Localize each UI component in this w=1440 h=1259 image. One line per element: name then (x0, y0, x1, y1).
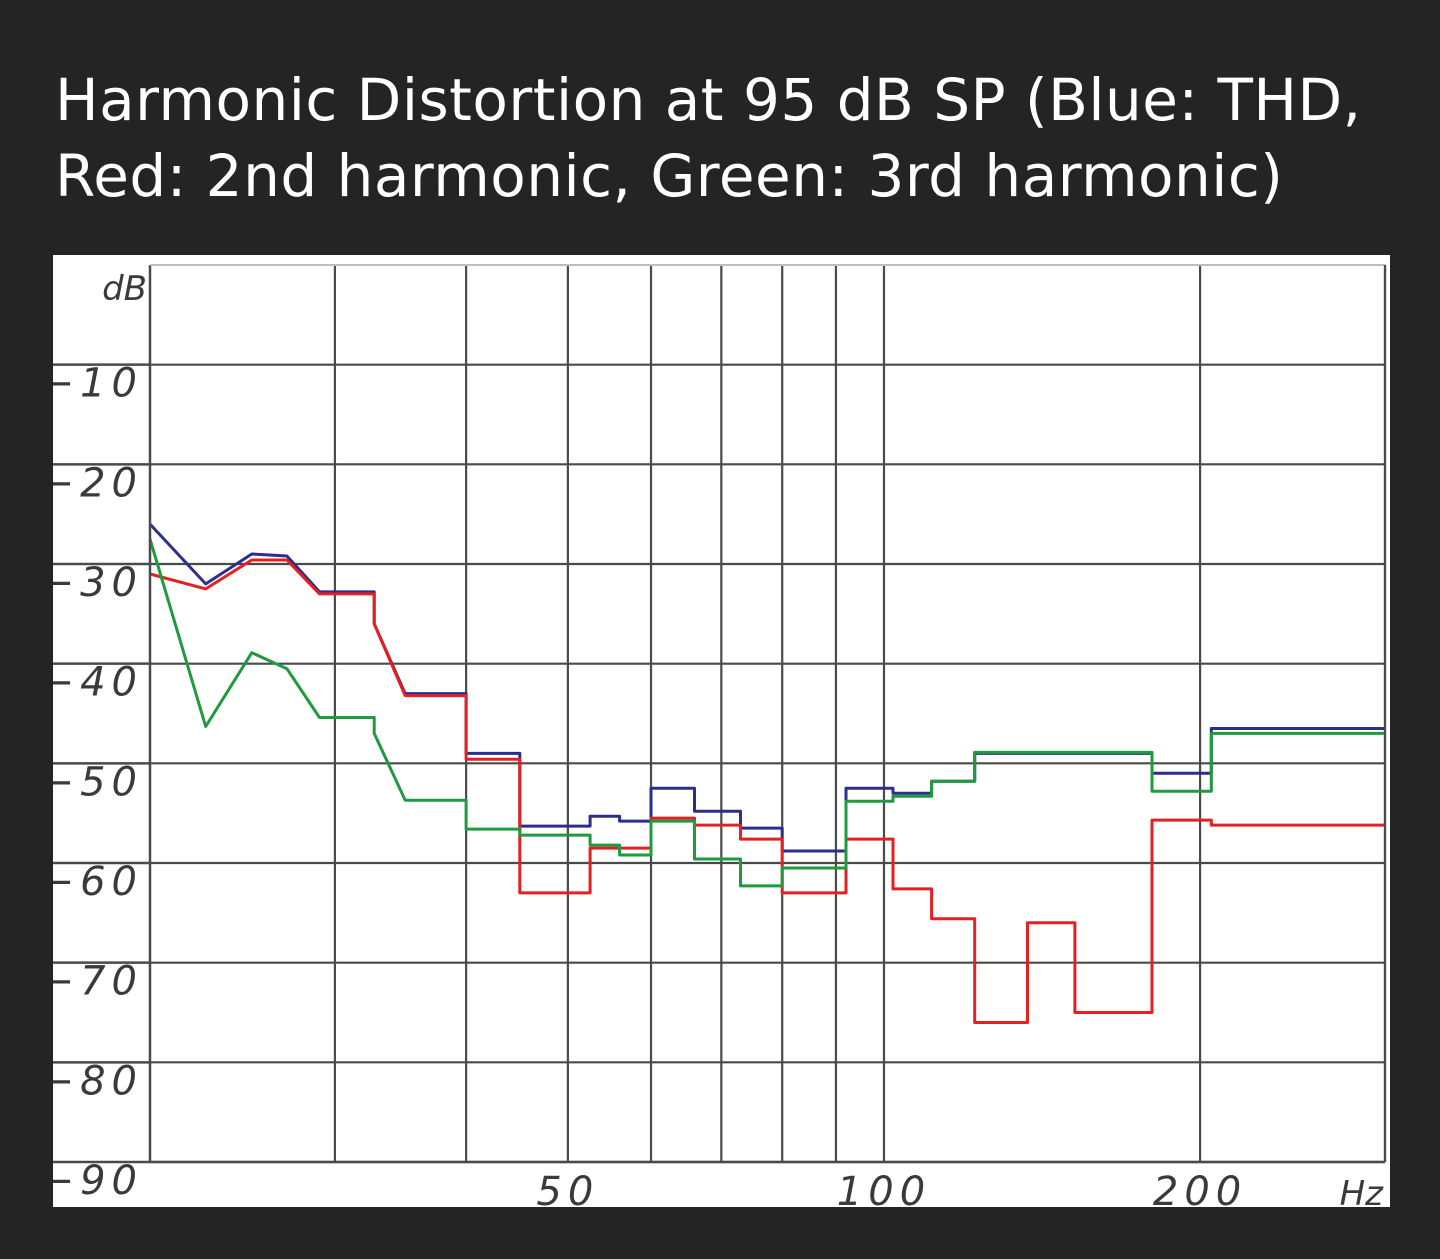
axis-layer (53, 264, 1387, 1164)
y-axis-label: dB (102, 269, 147, 309)
grid-layer (150, 265, 1387, 1164)
x-tick-label: 50 (536, 1169, 599, 1207)
y-tick-label: −10 (53, 361, 143, 407)
y-tick-label: −20 (53, 460, 143, 506)
chart-title-line-2: Red: 2nd harmonic, Green: 3rd harmonic) (55, 142, 1284, 210)
plot-panel: −10 −20 −30 −40 −50 −60 −70 −80 −90 dB 50 100 200 Hz (53, 255, 1390, 1207)
chart-title: Harmonic Distortion at 95 dB SP (Blue: T… (55, 62, 1395, 214)
x-tick-label: 100 (837, 1169, 931, 1207)
y-tick-label: −70 (53, 959, 143, 1005)
second-harmonic-series-line (149, 558, 1385, 1024)
y-tick-label: −50 (53, 759, 143, 805)
y-tick-label: −30 (53, 560, 143, 606)
third-harmonic-series-line (148, 538, 1385, 888)
chart-title-line-1: Harmonic Distortion at 95 dB SP (Blue: T… (55, 66, 1362, 134)
label-layer: −10 −20 −30 −40 −50 −60 −70 −80 −90 dB 50 100 200 Hz (53, 269, 1384, 1207)
y-tick-label: −80 (53, 1058, 143, 1104)
x-tick-label: 200 (1153, 1169, 1247, 1207)
y-tick-label: −40 (53, 660, 143, 706)
y-tick-label: −90 (53, 1158, 143, 1204)
x-axis-label: Hz (1340, 1174, 1385, 1207)
y-tick-label: −60 (53, 859, 143, 905)
distortion-chart: −10 −20 −30 −40 −50 −60 −70 −80 −90 dB 50 100 200 Hz (53, 264, 1387, 1207)
series-layer (148, 523, 1385, 1024)
